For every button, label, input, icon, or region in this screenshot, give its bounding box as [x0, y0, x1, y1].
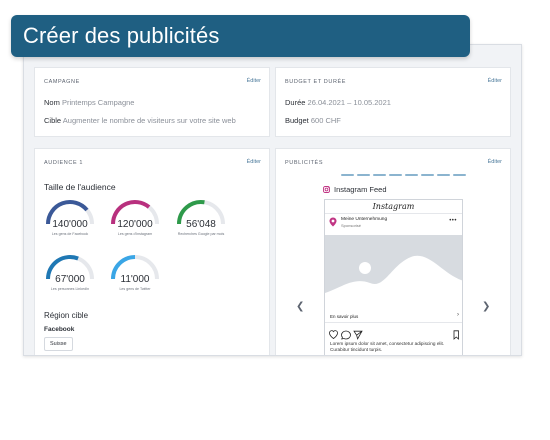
- gauge-value-linkedin: 67'000: [55, 274, 85, 285]
- campaign-name-row: Nom Printemps Campagne: [44, 98, 134, 107]
- gauge-value-instagram: 120'000: [117, 219, 153, 230]
- page-title-banner: Créer des publicités: [11, 15, 470, 57]
- campaign-card-label: Campagne: [44, 79, 80, 85]
- campaign-target-value: Augmenter le nombre de visiteurs sur vot…: [62, 116, 236, 125]
- budget-card: Budget et durée Éditer Durée 26.04.2021 …: [275, 67, 511, 137]
- gauge-caption-instagram: Les gens d'Instagram: [117, 232, 153, 236]
- target-region-title: Région cible: [44, 311, 89, 320]
- gauge-fill: [111, 200, 151, 225]
- duration-row: Durée 26.04.2021 – 10.05.2021: [285, 98, 391, 107]
- ads-card: Publicités Éditer Instagram Feed: [275, 148, 511, 355]
- duration-value: 26.04.2021 – 10.05.2021: [307, 98, 391, 107]
- ad-cta-label[interactable]: En savoir plus: [330, 314, 359, 319]
- ad-placement-text: Instagram Feed: [334, 185, 387, 194]
- ad-account-text: Meine Unternehmung Sponsorisé: [341, 217, 387, 228]
- audience-card: Audience 1 Éditer Taille de l'audience 1…: [34, 148, 270, 355]
- gauge-linkedin: 67'000 Les personnes LinkedIn: [44, 252, 96, 296]
- carousel-dot[interactable]: [357, 174, 370, 176]
- budget-value: 600 CHF: [310, 116, 341, 125]
- ad-summary-panel: Campagne Éditer Nom Printemps Campagne C…: [23, 44, 522, 356]
- instagram-ad-preview: Instagram Meine Unternehmung Sponsorisé …: [324, 199, 463, 355]
- gauge-value-twitter: 11'000: [120, 274, 150, 285]
- audience-card-label: Audience 1: [44, 160, 84, 166]
- budget-row: Budget 600 CHF: [285, 116, 341, 125]
- budget-edit-link[interactable]: Éditer: [487, 78, 502, 84]
- ad-account-row: Meine Unternehmung Sponsorisé: [329, 217, 387, 228]
- chevron-right-icon[interactable]: ❯: [482, 301, 491, 312]
- region-chip-suisse[interactable]: Suisse: [44, 337, 73, 351]
- campaign-card: Campagne Éditer Nom Printemps Campagne C…: [34, 67, 270, 137]
- audience-size-title: Taille de l'audience: [44, 182, 116, 192]
- carousel-dot[interactable]: [389, 174, 402, 176]
- gauge-arc-google: [177, 200, 225, 225]
- ads-card-label: Publicités: [285, 160, 324, 166]
- post-action-icons: [329, 330, 459, 340]
- campaign-target-key: Cible: [44, 116, 62, 125]
- gauge-value-google: 56'048: [186, 219, 216, 230]
- budget-card-label: Budget et durée: [285, 79, 347, 85]
- gauge-arc-instagram: [111, 200, 159, 225]
- campaign-name-key: Nom: [44, 98, 60, 107]
- ad-account-name: Meine Unternehmung: [341, 217, 388, 222]
- gauge-twitter: 11'000 Les gens de Twitter: [109, 252, 161, 296]
- ad-caption: Lorem ipsum dolor sit amet, consectetur …: [330, 341, 445, 352]
- chevron-right-icon[interactable]: ›: [457, 312, 459, 318]
- ad-image-placeholder: [325, 235, 462, 309]
- budget-key: Budget: [285, 116, 309, 125]
- gauge-arc-twitter: [111, 255, 159, 280]
- campaign-target-row: Cible Augmenter le nombre de visiteurs s…: [44, 116, 236, 125]
- comment-icon[interactable]: [341, 330, 351, 340]
- carousel-dot[interactable]: [437, 174, 450, 176]
- gauge-fill: [46, 255, 79, 280]
- bookmark-icon[interactable]: [453, 330, 459, 340]
- gauge-caption-facebook: Les gens de Facebook: [51, 232, 89, 236]
- region-platform-label: Facebook: [44, 326, 75, 333]
- carousel-indicator[interactable]: [341, 174, 466, 176]
- ad-cta-row[interactable]: En savoir plus ›: [325, 310, 462, 323]
- campaign-name-value: Printemps Campagne: [61, 98, 135, 107]
- gauge-caption-linkedin: Les personnes LinkedIn: [50, 287, 90, 291]
- carousel-dot[interactable]: [453, 174, 466, 176]
- gauge-arc-linkedin: [46, 255, 94, 280]
- carousel-dot[interactable]: [341, 174, 354, 176]
- gauge-caption-twitter: Les gens de Twitter: [119, 287, 151, 291]
- campaign-edit-link[interactable]: Éditer: [246, 78, 261, 84]
- page-title: Créer des publicités: [23, 23, 220, 48]
- gauge-google: 56'048 Recherches Google par mois: [175, 197, 227, 241]
- more-options-icon[interactable]: •••: [449, 218, 457, 224]
- instagram-wordmark: Instagram: [325, 200, 462, 214]
- heart-icon[interactable]: [329, 330, 338, 339]
- audience-edit-link[interactable]: Éditer: [246, 159, 261, 165]
- gauge-caption-google: Recherches Google par mois: [177, 232, 225, 236]
- gauge-arc-facebook: [46, 200, 94, 225]
- gauge-facebook: 140'000 Les gens de Facebook: [44, 197, 96, 241]
- gauge-fill: [111, 255, 136, 280]
- gauge-fill: [46, 200, 89, 225]
- ad-sponsored-label: Sponsorisé: [341, 222, 362, 228]
- gauge-value-facebook: 140'000: [52, 219, 88, 230]
- location-pin-icon: [329, 217, 337, 227]
- gauge-fill: [177, 200, 205, 225]
- instagram-icon: [323, 186, 330, 193]
- gauge-instagram: 120'000 Les gens d'Instagram: [109, 197, 161, 241]
- carousel-dot[interactable]: [405, 174, 418, 176]
- duration-key: Durée: [285, 98, 306, 107]
- image-placeholder-icon: [325, 235, 462, 309]
- ads-edit-link[interactable]: Éditer: [487, 159, 502, 165]
- ad-placement-label: Instagram Feed: [323, 185, 387, 194]
- chevron-left-icon[interactable]: ❮: [296, 301, 305, 312]
- carousel-dot[interactable]: [373, 174, 386, 176]
- carousel-dot[interactable]: [421, 174, 434, 176]
- post-actions-bar: [329, 327, 460, 340]
- share-icon[interactable]: [353, 330, 363, 340]
